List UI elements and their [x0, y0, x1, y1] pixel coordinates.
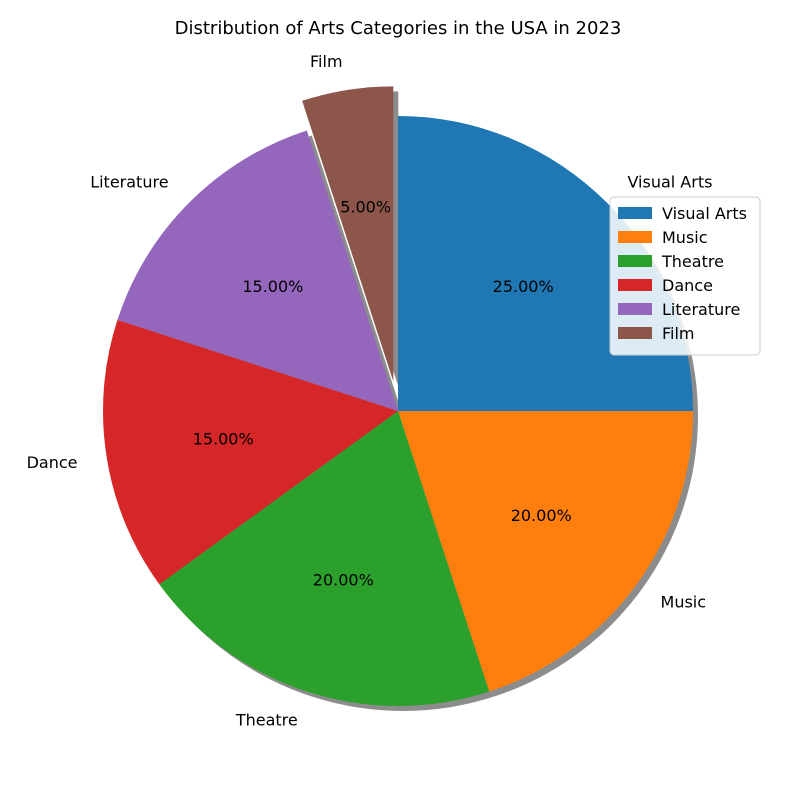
pie-slices — [103, 86, 693, 706]
category-labels: Visual Arts Music Theatre Dance Literature Fi… — [27, 52, 713, 730]
slice-music — [398, 411, 693, 692]
percent-labels: 25.00% 20.00% 20.00% 15.00% 15.00% 5.00% — [193, 198, 572, 590]
category-label-literature: Literature — [90, 173, 168, 192]
percent-label-visual-arts: 25.00% — [493, 277, 554, 296]
percent-label-film: 5.00% — [340, 198, 391, 217]
category-label-dance: Dance — [27, 453, 78, 472]
chart-title: Distribution of Arts Categories in the U… — [175, 18, 622, 39]
legend: Visual Arts Music Theatre Dance Literature Fi… — [609, 196, 761, 356]
slice-dance — [103, 319, 399, 585]
legend-label-film: Film — [662, 324, 695, 343]
slice-theatre — [159, 411, 490, 706]
legend-label-visual-arts: Visual Arts — [662, 204, 747, 223]
category-label-theatre: Theatre — [235, 711, 298, 730]
slice-film — [302, 86, 394, 382]
legend-label-music: Music — [662, 228, 708, 247]
legend-swatch-theatre — [618, 255, 652, 267]
percent-label-theatre: 20.00% — [313, 570, 374, 589]
slice-literature — [117, 130, 398, 411]
category-label-film: Film — [310, 52, 343, 71]
legend-swatch-dance — [618, 279, 652, 291]
percent-label-music: 20.00% — [511, 506, 572, 525]
percent-label-literature: 15.00% — [242, 277, 303, 296]
legend-swatch-literature — [618, 303, 652, 315]
percent-label-dance: 15.00% — [193, 430, 254, 449]
legend-swatch-film — [618, 327, 652, 339]
legend-label-theatre: Theatre — [661, 252, 724, 271]
category-label-music: Music — [661, 593, 707, 612]
legend-label-dance: Dance — [662, 276, 713, 295]
legend-swatch-visual-arts — [618, 207, 652, 219]
legend-swatch-music — [618, 231, 652, 243]
category-label-visual-arts: Visual Arts — [627, 173, 712, 192]
legend-label-literature: Literature — [662, 300, 740, 319]
